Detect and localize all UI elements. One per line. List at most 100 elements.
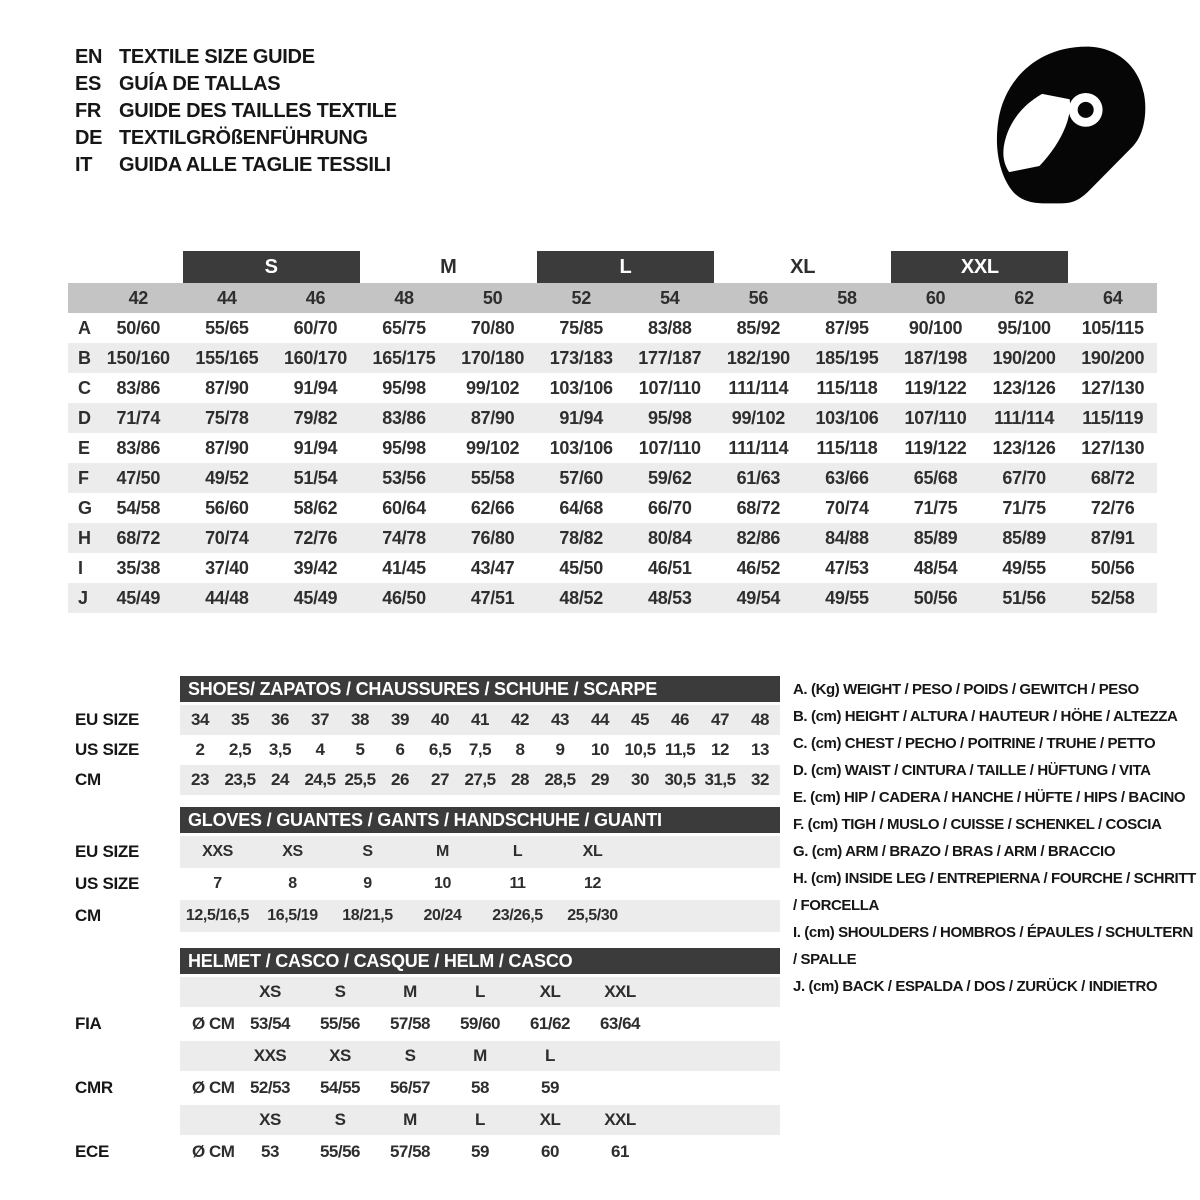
size-number: 58 [837, 287, 857, 308]
measurement-cell: 111/114 [728, 437, 789, 458]
language-title-row: EN TEXTILE SIZE GUIDE [75, 44, 397, 71]
size-number: 42 [128, 287, 149, 308]
legend-item: E. (cm) HIP / CADERA / HANCHE / HÜFTE / … [793, 789, 1186, 806]
row-letter: I [78, 557, 83, 578]
measurement-cell: 160/170 [283, 347, 347, 368]
helmet-diameter-label: Ø CM [192, 1014, 235, 1033]
gloves-row-label: EU SIZE [75, 842, 140, 861]
measurement-cell: 80/84 [648, 527, 692, 548]
gloves-value: 9 [363, 875, 372, 892]
helmet-standard-label: ECE [75, 1142, 110, 1161]
shoes-value: 24 [271, 770, 289, 789]
helmet-value: 61/62 [529, 1014, 571, 1033]
measurement-cell: 123/126 [992, 377, 1056, 398]
measurement-cell: 47/50 [116, 467, 161, 488]
legend-item: A. (Kg) WEIGHT / PESO / POIDS / GEWITCH … [793, 681, 1139, 698]
measurement-cell: 119/122 [904, 437, 967, 458]
size-number: 48 [394, 287, 414, 308]
measurement-cell: 66/70 [648, 497, 692, 518]
measurement-cell: 177/187 [638, 347, 702, 368]
helmet-values-strip: Ø CM 52/53 54/55 56/57 58 59 [180, 1071, 780, 1105]
legend-item: H. (cm) INSIDE LEG / ENTREPIERNA / FOURC… [793, 870, 1196, 914]
measurement-cell: 50/56 [913, 587, 958, 608]
gloves-row-values: 12,5/16,5 16,5/19 18/21,5 20/24 23/26,5 25,5/… [180, 900, 780, 932]
language-title-row: IT GUIDA ALLE TAGLIE TESSILI [75, 152, 397, 179]
measurement-cell: 87/95 [825, 317, 869, 338]
measurement-cell: 74/78 [382, 527, 426, 548]
measurement-cell: 165/175 [372, 347, 436, 368]
helmet-value: 59 [471, 1142, 489, 1161]
shoes-value: 23,5 [224, 770, 256, 789]
language-title: GUIDA ALLE TAGLIE TESSILI [119, 154, 391, 176]
measurement-cell: 85/89 [1002, 527, 1046, 548]
shoes-value: 29 [591, 770, 609, 789]
shoes-value: 25,5 [344, 770, 376, 789]
measurement-cell: 90/100 [908, 317, 963, 338]
measurement-cell: 48/54 [913, 557, 958, 578]
helmet-standard-label: CMR [75, 1078, 113, 1097]
shoes-row: CM 23 23,5 24 24,5 25,5 26 27 27,5 28 28,5 29 30 30,… [68, 765, 780, 795]
measurement-cell: 84/88 [825, 527, 869, 548]
measurement-cell: 41/45 [382, 557, 426, 578]
measurement-cell: 115/118 [816, 377, 878, 398]
language-title-row: ES GUÍA DE TALLAS [75, 71, 397, 98]
measurement-cell: 99/102 [465, 377, 520, 398]
measurement-cell: 63/66 [825, 467, 869, 488]
measurement-row: J 45/49 44/48 45/49 46/50 47/51 [68, 583, 1157, 613]
helmet-values-strip: Ø CM 53/54 55/56 57/58 59/60 61/62 63/64 [180, 1007, 780, 1041]
shoes-value: 5 [355, 740, 365, 759]
legend-item: I. (cm) SHOULDERS / HOMBROS / ÉPAULES / … [793, 924, 1193, 968]
measurement-cell: 47/53 [825, 557, 869, 578]
measurement-cell: 71/74 [116, 407, 161, 428]
row-letter: F [78, 467, 89, 488]
shoes-value: 47 [711, 710, 729, 729]
measurement-cell: 95/98 [382, 377, 426, 398]
size-number: 50 [482, 287, 503, 308]
shoes-value: 13 [751, 740, 769, 759]
legend-item: F. (cm) TIGH / MUSLO / CUISSE / SCHENKEL… [793, 816, 1162, 833]
shoes-value: 12 [711, 740, 729, 759]
measurement-cell: 50/56 [1090, 557, 1135, 578]
helmet-size-label: XL [539, 1110, 561, 1129]
measurement-cell: 72/76 [1090, 497, 1135, 518]
measurement-cell: 83/86 [116, 377, 161, 398]
language-title-list: EN TEXTILE SIZE GUIDE ES GUÍA DE TALLAS … [75, 44, 397, 179]
measurement-cell: 51/56 [1002, 587, 1046, 608]
measurement-cell: 68/72 [1090, 467, 1135, 488]
size-group-spacer [68, 251, 183, 283]
shoes-value: 9 [555, 740, 565, 759]
measurement-cell: 107/110 [904, 407, 967, 428]
language-code: DE [75, 127, 103, 149]
shoes-value: 6 [395, 740, 405, 759]
measurement-cell: 95/98 [648, 407, 692, 428]
measurement-cell: 68/72 [116, 527, 161, 548]
measurement-legend: A. (Kg) WEIGHT / PESO / POIDS / GEWITCH … [793, 676, 1200, 1000]
measurement-cell: 83/86 [116, 437, 161, 458]
measurement-cell: 49/55 [1002, 557, 1046, 578]
measurement-row: G 54/58 56/60 58/62 60/64 62/66 [68, 493, 1157, 523]
size-group-label: XL [714, 251, 891, 283]
gloves-row-values: XXS XS S M L XL [180, 836, 780, 868]
shoes-value: 38 [351, 710, 369, 729]
shoes-value: 8 [515, 740, 525, 759]
language-title: TEXTILE SIZE GUIDE [119, 46, 315, 68]
gloves-row-values: 7 8 9 10 11 12 [180, 868, 780, 900]
measurement-cell: 182/190 [726, 347, 790, 368]
helmet-sizes-row: XS S M L XL XXL [68, 977, 780, 1007]
measurement-cell: 76/80 [470, 527, 515, 548]
measurement-cell: 78/82 [559, 527, 603, 548]
measurement-cell: 187/198 [904, 347, 968, 368]
measurement-cell: 72/76 [293, 527, 338, 548]
measurement-cell: 35/38 [116, 557, 161, 578]
helmet-value: 53/54 [249, 1014, 291, 1033]
shoes-value: 40 [431, 710, 449, 729]
shoes-row-label: CM [75, 770, 101, 789]
gloves-value: 12,5/16,5 [185, 907, 250, 924]
shoes-value: 3,5 [268, 740, 292, 759]
helmet-value: 58 [471, 1078, 489, 1097]
gloves-value: 16,5/19 [267, 907, 318, 924]
gloves-value: M [436, 843, 449, 860]
helmet-size-label: S [404, 1046, 416, 1065]
helmet-value: 56/57 [389, 1078, 431, 1097]
